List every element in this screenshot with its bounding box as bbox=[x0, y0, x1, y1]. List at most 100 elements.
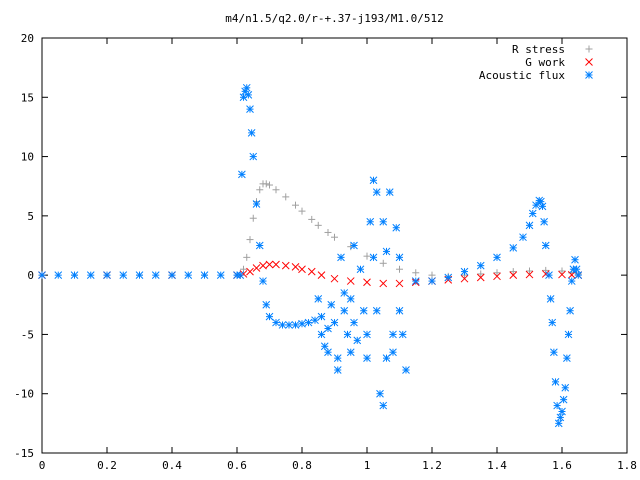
legend-label: Acoustic flux bbox=[479, 69, 565, 82]
data-point bbox=[392, 223, 401, 232]
data-point bbox=[184, 271, 193, 279]
data-point bbox=[70, 271, 79, 279]
y-tick-label: 20 bbox=[21, 32, 34, 45]
data-point bbox=[379, 259, 387, 267]
data-point bbox=[493, 253, 501, 262]
data-point bbox=[324, 324, 332, 333]
data-point bbox=[359, 306, 368, 315]
data-point bbox=[272, 318, 280, 327]
data-point bbox=[327, 300, 336, 309]
data-point bbox=[333, 354, 342, 362]
data-point bbox=[398, 330, 407, 339]
data-point bbox=[298, 207, 306, 215]
data-point bbox=[363, 252, 371, 260]
data-point bbox=[255, 241, 264, 250]
data-point bbox=[395, 253, 404, 262]
data-point bbox=[238, 170, 246, 179]
data-point bbox=[249, 152, 258, 161]
data-point bbox=[86, 271, 95, 279]
data-point bbox=[558, 407, 566, 416]
data-point bbox=[103, 271, 111, 279]
data-point bbox=[571, 255, 579, 264]
legend-marker bbox=[585, 58, 593, 66]
data-point bbox=[252, 264, 261, 272]
data-point bbox=[526, 267, 533, 275]
x-tick-label: 1.4 bbox=[487, 459, 507, 472]
data-point bbox=[428, 277, 436, 285]
data-point bbox=[382, 354, 391, 362]
data-point bbox=[350, 241, 358, 250]
x-tick-label: 0.8 bbox=[292, 459, 312, 472]
data-point bbox=[168, 271, 176, 279]
data-point bbox=[38, 271, 46, 279]
data-point bbox=[561, 383, 570, 392]
data-point bbox=[151, 271, 160, 279]
y-tick-label: -10 bbox=[14, 388, 34, 401]
data-point bbox=[554, 419, 563, 428]
x-tick-label: 1 bbox=[364, 459, 371, 472]
data-point bbox=[395, 279, 404, 288]
data-point bbox=[200, 271, 209, 279]
data-point bbox=[291, 262, 300, 271]
data-point bbox=[304, 318, 313, 327]
series-0 bbox=[38, 180, 582, 280]
data-point bbox=[509, 271, 518, 279]
legend-label: R stress bbox=[512, 43, 565, 56]
data-point bbox=[493, 272, 501, 281]
plot-frame bbox=[41, 37, 628, 454]
data-point bbox=[379, 279, 388, 288]
data-point bbox=[385, 188, 394, 196]
data-point bbox=[564, 330, 573, 339]
data-point bbox=[382, 247, 391, 256]
data-point bbox=[281, 261, 290, 270]
data-point bbox=[311, 316, 319, 325]
data-point bbox=[379, 217, 388, 226]
data-point bbox=[337, 253, 345, 262]
data-point bbox=[340, 306, 349, 315]
data-point bbox=[249, 214, 257, 222]
data-point bbox=[553, 401, 561, 410]
data-point bbox=[366, 217, 375, 226]
data-point bbox=[291, 321, 300, 329]
data-point bbox=[476, 273, 485, 282]
data-point bbox=[542, 266, 550, 274]
data-point bbox=[563, 354, 571, 362]
data-point bbox=[278, 321, 287, 329]
y-tick-label: 15 bbox=[21, 91, 34, 104]
data-point bbox=[266, 181, 273, 189]
data-point bbox=[545, 271, 553, 279]
data-point bbox=[528, 209, 537, 218]
x-tick-label: 0.6 bbox=[227, 459, 247, 472]
series-layer bbox=[38, 83, 583, 428]
data-point bbox=[572, 265, 581, 274]
data-point bbox=[363, 278, 371, 287]
data-point bbox=[308, 215, 316, 223]
data-point bbox=[538, 202, 547, 211]
data-point bbox=[242, 83, 251, 92]
x-tick-label: 0.4 bbox=[162, 459, 182, 472]
data-point bbox=[551, 378, 560, 386]
data-point bbox=[540, 217, 548, 226]
data-point bbox=[307, 267, 316, 276]
x-tick-label: 1.2 bbox=[422, 459, 442, 472]
data-point bbox=[559, 395, 568, 404]
data-point bbox=[262, 300, 271, 309]
data-point bbox=[265, 312, 274, 321]
data-point bbox=[282, 193, 290, 201]
data-point bbox=[285, 321, 293, 329]
data-point bbox=[317, 271, 326, 279]
data-point bbox=[298, 265, 306, 274]
x-tick-label: 1.8 bbox=[617, 459, 637, 472]
data-point bbox=[330, 318, 339, 327]
data-point bbox=[550, 348, 558, 357]
data-point bbox=[460, 274, 469, 283]
plot-axes bbox=[41, 37, 628, 454]
data-point bbox=[317, 330, 326, 339]
data-point bbox=[548, 318, 557, 327]
data-point bbox=[265, 260, 274, 269]
data-point bbox=[350, 318, 358, 327]
data-point bbox=[428, 271, 436, 279]
x-tick-label: 1.6 bbox=[552, 459, 572, 472]
